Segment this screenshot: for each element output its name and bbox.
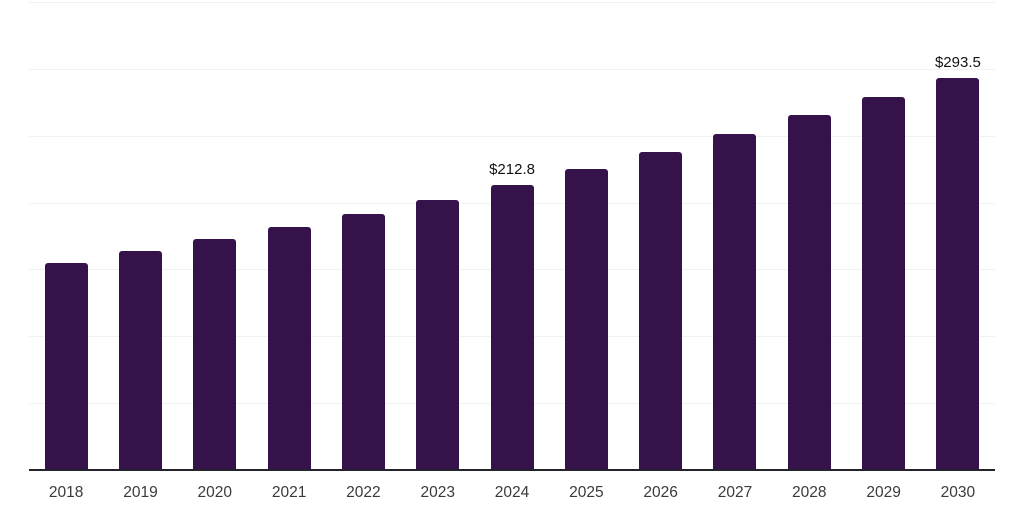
- bar-value-label-2024: $212.8: [489, 161, 535, 179]
- x-tick-label-2029: 2029: [866, 484, 901, 501]
- bar-2027: [713, 133, 757, 470]
- bar-slot-2018: [29, 2, 103, 470]
- bar-slot-2030: $293.5: [921, 2, 995, 470]
- gridline-300: [29, 68, 995, 70]
- bar-2021: [267, 227, 311, 470]
- x-tick-label-2025: 2025: [569, 484, 604, 501]
- x-tick-label-2024: 2024: [494, 484, 530, 501]
- x-tick-label-2018: 2018: [48, 484, 84, 501]
- bar-slot-2025: [549, 2, 623, 470]
- bar-2026: [639, 152, 683, 470]
- bar-2028: [787, 115, 831, 470]
- plot-area: $212.8 $293.5: [29, 2, 995, 470]
- gridline-350: [29, 2, 995, 3]
- x-tick-label-2026: 2026: [643, 484, 678, 501]
- bars-container: $212.8 $293.5: [29, 2, 995, 470]
- bar-slot-2026: [624, 2, 698, 470]
- bar-2022: [341, 213, 385, 470]
- bar-2019: [118, 251, 162, 470]
- bar-slot-2029: [846, 2, 920, 470]
- bar-2023: [416, 199, 460, 470]
- x-tick-label-2021: 2021: [271, 484, 307, 501]
- bar-2020: [193, 239, 237, 470]
- x-axis-line: [29, 469, 995, 471]
- x-tick-label-2027: 2027: [717, 484, 753, 501]
- bar-2024: [490, 185, 534, 470]
- x-tick-label-2022: 2022: [346, 484, 381, 501]
- bar-2025: [564, 169, 608, 470]
- bar-slot-2021: [252, 2, 326, 470]
- x-tick-label-2019: 2019: [123, 484, 158, 501]
- bar-2018: [44, 263, 88, 470]
- bar-value-label-2030: $293.5: [934, 53, 981, 71]
- gridline-250: [29, 135, 995, 137]
- x-tick-label-2020: 2020: [197, 484, 233, 501]
- x-axis-labels: 2018 2019 2020 2021 2022 2023 2024 2025 2026 2027…: [29, 485, 995, 501]
- bar-2030: [936, 77, 980, 470]
- bar-slot-2019: [103, 2, 177, 470]
- bar-slot-2023: [401, 2, 475, 470]
- x-tick-label-2030: 2030: [940, 484, 976, 501]
- bar-slot-2022: [326, 2, 400, 470]
- bar-slot-2020: [178, 2, 252, 470]
- x-tick-label-2028: 2028: [792, 484, 827, 501]
- bar-slot-2027: [698, 2, 772, 470]
- bar-2029: [862, 97, 906, 470]
- bar-slot-2028: [772, 2, 846, 470]
- x-tick-label-2023: 2023: [420, 484, 455, 501]
- bar-slot-2024: $212.8: [475, 2, 549, 470]
